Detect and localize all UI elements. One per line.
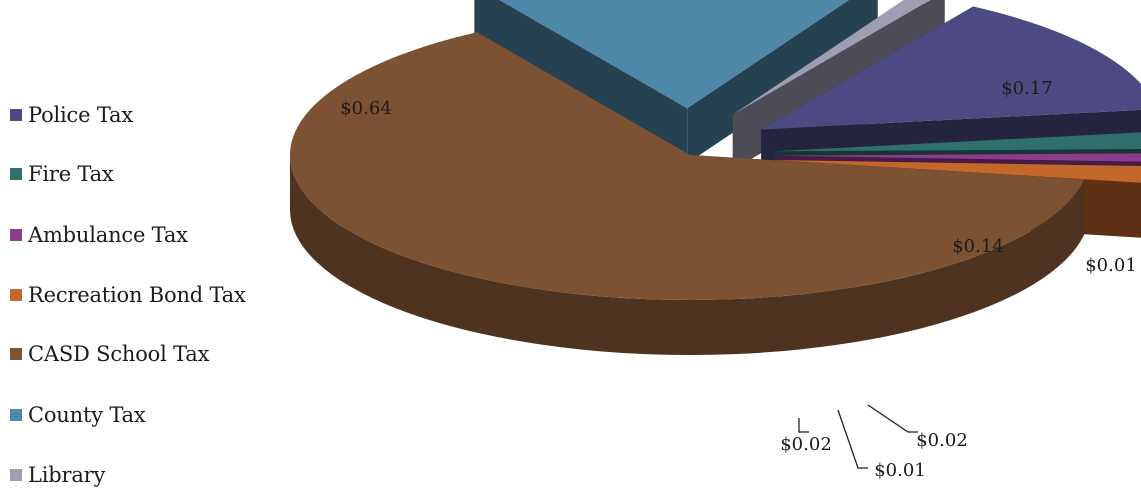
data-label-casd-school-tax: $0.64 xyxy=(340,98,392,119)
data-label-recreation-bond-tax: $0.02 xyxy=(780,434,832,455)
slice-cut-face-county-tax-0 xyxy=(474,0,688,164)
leader-line-ambulance-tax xyxy=(837,409,868,469)
data-label-library: $0.01 xyxy=(1085,255,1137,276)
data-label-county-tax: $0.17 xyxy=(1001,78,1053,99)
legend-swatch-fire-tax xyxy=(10,168,22,180)
slice-top-county-tax xyxy=(499,0,849,109)
legend-swatch-police-tax xyxy=(10,109,22,121)
legend-item-ambulance-tax: Ambulance Tax xyxy=(10,220,188,250)
legend-swatch-casd-school-tax xyxy=(10,348,22,360)
legend-swatch-ambulance-tax xyxy=(10,229,22,241)
legend: Police Tax Fire Tax Ambulance Tax Recrea… xyxy=(10,90,280,487)
slice-top-ambulance-tax xyxy=(774,153,1141,162)
leader-line-recreation-bond-tax xyxy=(798,418,809,433)
legend-label-library: Library xyxy=(28,463,106,487)
slice-top-fire-tax xyxy=(774,132,1141,152)
legend-item-casd-school-tax: CASD School Tax xyxy=(10,339,209,369)
legend-swatch-recreation-bond-tax xyxy=(10,289,22,301)
slice-top-police-tax xyxy=(761,6,1141,130)
legend-label-casd-school-tax: CASD School Tax xyxy=(28,342,210,366)
data-label-fire-tax: $0.02 xyxy=(916,430,968,451)
legend-swatch-library xyxy=(10,469,22,481)
leader-line-fire-tax xyxy=(867,404,918,433)
slice-wall-casd-school-tax-0 xyxy=(290,155,1085,355)
legend-item-library: Library xyxy=(10,460,105,490)
legend-label-county-tax: County Tax xyxy=(28,403,146,427)
legend-label-fire-tax: Fire Tax xyxy=(28,162,114,186)
slice-top-recreation-bond-tax xyxy=(774,160,1141,183)
legend-swatch-county-tax xyxy=(10,409,22,421)
data-label-police-tax: $0.14 xyxy=(952,236,1004,257)
slice-top-casd-school-tax xyxy=(289,32,1085,301)
legend-label-recreation-bond-tax: Recreation Bond Tax xyxy=(28,283,246,307)
legend-label-police-tax: Police Tax xyxy=(28,103,133,127)
legend-item-county-tax: County Tax xyxy=(10,400,146,430)
legend-label-ambulance-tax: Ambulance Tax xyxy=(28,223,188,247)
data-label-ambulance-tax: $0.01 xyxy=(874,460,926,481)
slice-top-library xyxy=(732,0,931,115)
legend-item-recreation-bond-tax: Recreation Bond Tax xyxy=(10,280,246,310)
legend-item-police-tax: Police Tax xyxy=(10,100,133,130)
legend-item-fire-tax: Fire Tax xyxy=(10,159,114,189)
